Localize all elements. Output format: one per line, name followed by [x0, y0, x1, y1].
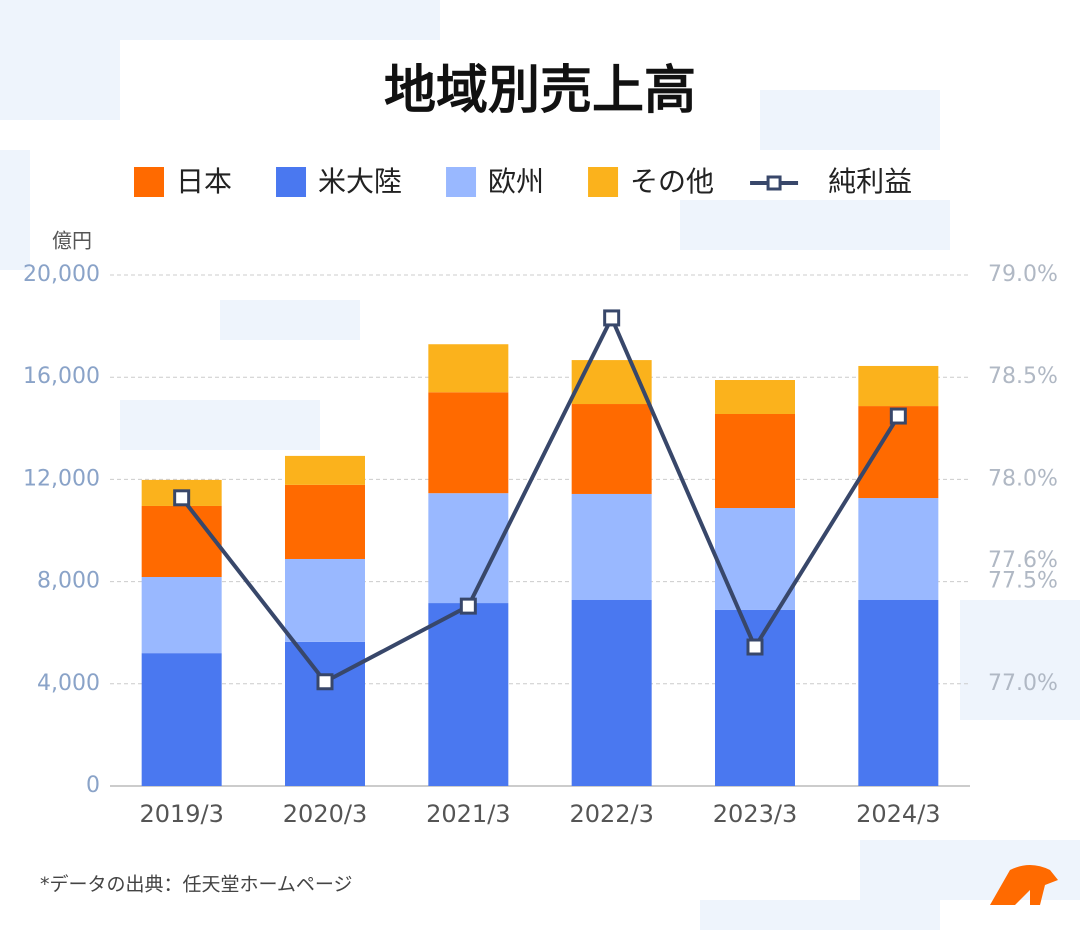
- y-tick-label: 16,000: [23, 364, 100, 389]
- logo: [990, 865, 1058, 905]
- bar-segment: [715, 508, 795, 610]
- bar-segment: [858, 365, 939, 407]
- y2-tick-label: 77.0%: [988, 671, 1058, 696]
- x-tick-label: 2020/3: [283, 800, 367, 828]
- legend-swatch: [446, 167, 477, 197]
- bar-segment: [858, 498, 939, 600]
- line: [180, 313, 901, 685]
- y2-tick-label: 78.0%: [988, 466, 1058, 491]
- legend-swatch: [134, 167, 164, 197]
- line-marker: [316, 673, 334, 691]
- y2-tick-label: 77.6%: [988, 548, 1058, 573]
- legend-label: 米大陸: [318, 165, 402, 198]
- x-tick-label: 2023/3: [713, 800, 797, 828]
- y-tick-label: 12,000: [23, 466, 100, 491]
- y-tick-label: 8,000: [37, 569, 100, 594]
- bar-segment: [715, 413, 795, 509]
- bar-segment: [141, 505, 222, 578]
- bar-segment: [715, 609, 795, 786]
- bar-segment: [141, 653, 222, 786]
- x-tick-label: 2022/3: [569, 800, 653, 828]
- y-tick-label: 4,000: [37, 671, 100, 696]
- bar-segment: [141, 577, 222, 654]
- legend-swatch: [276, 167, 307, 197]
- legend-label: その他: [630, 165, 714, 198]
- bar-segment: [285, 455, 365, 485]
- line-marker: [603, 309, 621, 327]
- line-marker: [746, 638, 764, 656]
- legend-label: 日本: [176, 165, 232, 198]
- bar-segment: [858, 599, 939, 786]
- legend-marker: [766, 175, 782, 191]
- bar-segment: [285, 641, 365, 786]
- chart-title: 地域別売上高: [384, 61, 696, 121]
- y2-tick-label: 77.5%: [988, 569, 1058, 594]
- y2-tick-label: 79.0%: [988, 262, 1058, 287]
- x-tick-label: 2019/3: [139, 800, 223, 828]
- footnote: *データの出典：任天堂ホームページ: [40, 874, 353, 896]
- x-tick-label: 2024/3: [856, 800, 940, 828]
- bar-segment: [571, 599, 652, 786]
- bar-segment: [571, 404, 652, 494]
- bar-segment: [428, 344, 509, 393]
- bar-segment: [285, 558, 365, 642]
- x-tick-label: 2021/3: [426, 800, 510, 828]
- bar-segment: [428, 603, 509, 786]
- bar-segment: [428, 392, 509, 494]
- line-marker: [173, 489, 191, 507]
- bar-segment: [285, 484, 365, 559]
- line-marker: [459, 597, 477, 615]
- bar-segment: [715, 380, 795, 414]
- legend-label: 欧州: [488, 165, 544, 198]
- legend-swatch: [588, 167, 619, 197]
- y-tick-label: 20,000: [23, 262, 100, 287]
- bar-segment: [571, 493, 652, 600]
- line-marker: [889, 407, 907, 425]
- y-unit-label: 億円: [52, 229, 92, 253]
- y2-tick-label: 78.5%: [988, 364, 1058, 389]
- legend-label: 純利益: [828, 165, 912, 198]
- y-tick-label: 0: [86, 773, 100, 798]
